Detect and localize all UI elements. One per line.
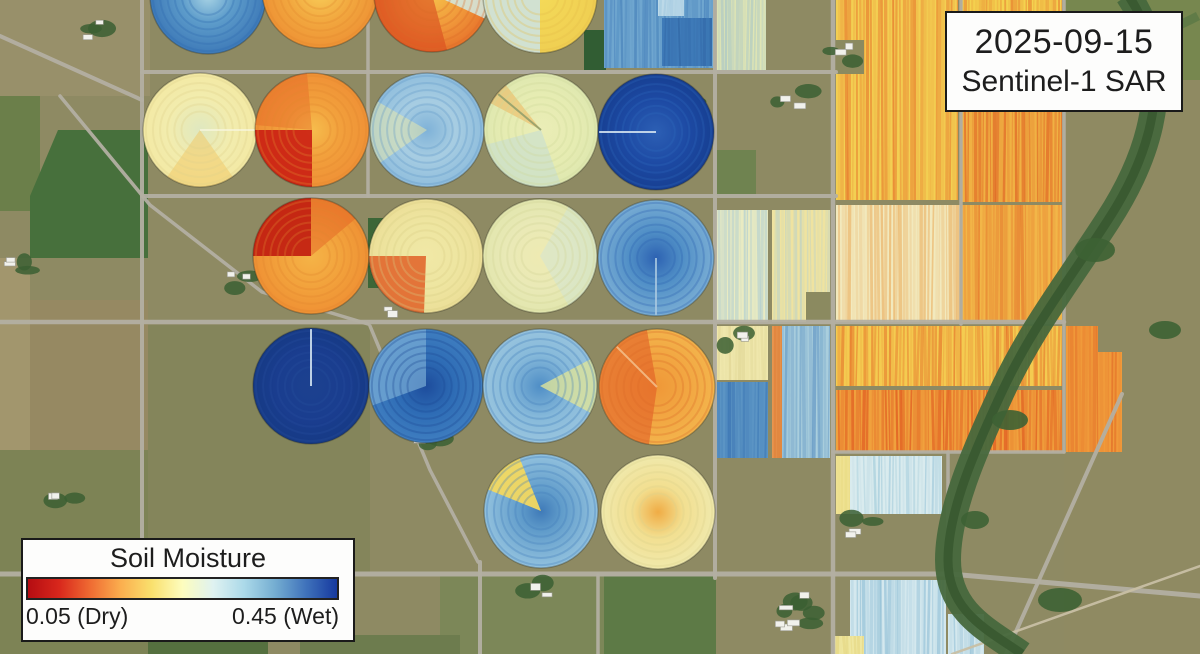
pivot-field [149, 0, 267, 55]
pivot-field [142, 72, 258, 188]
date-sensor-label-box: 2025-09-15 Sentinel-1 SAR [945, 11, 1183, 112]
pivot-field [262, 0, 378, 49]
legend-title: Soil Moisture [109, 543, 267, 573]
crop-field [836, 205, 960, 322]
crop-field [836, 0, 958, 200]
legend-labels: 0.05 (Dry) 0.45 (Wet) [23, 600, 353, 630]
pivot-field [252, 327, 370, 445]
pivot-field [597, 73, 715, 191]
sensor-name: Sentinel-1 SAR [961, 64, 1167, 98]
crop-field [658, 0, 684, 16]
crop-field [836, 390, 1062, 452]
pivot-field [482, 328, 598, 444]
legend-colorbar [26, 577, 339, 600]
pivot-field [483, 453, 599, 569]
pivot-field [483, 72, 599, 188]
pivot-field [482, 0, 598, 54]
pivot-field [597, 199, 715, 317]
pivot-field [254, 72, 370, 188]
legend-min-label: 0.05 (Dry) [26, 603, 129, 629]
crop-field [772, 326, 782, 458]
pivot-field [369, 72, 485, 188]
pivot-field [252, 197, 370, 315]
acquisition-date: 2025-09-15 [974, 23, 1154, 62]
pivot-field [600, 454, 716, 570]
pivot-fields [142, 0, 716, 570]
legend-box: Soil Moisture 0.05 (Dry) 0.45 (Wet) [21, 538, 355, 642]
pivot-field [368, 198, 484, 314]
crop-field [850, 580, 946, 654]
pivot-field [598, 328, 716, 446]
crop-field [716, 0, 766, 70]
crop-field [836, 456, 942, 514]
pivot-field [368, 328, 484, 444]
crop-field [716, 382, 768, 458]
crop-field [716, 210, 768, 322]
crop-field [662, 18, 712, 66]
crop-field [836, 456, 850, 514]
legend-max-label: 0.45 (Wet) [232, 603, 339, 629]
pivot-field [373, 0, 491, 53]
crop-field [834, 636, 864, 654]
pivot-field [482, 198, 598, 314]
